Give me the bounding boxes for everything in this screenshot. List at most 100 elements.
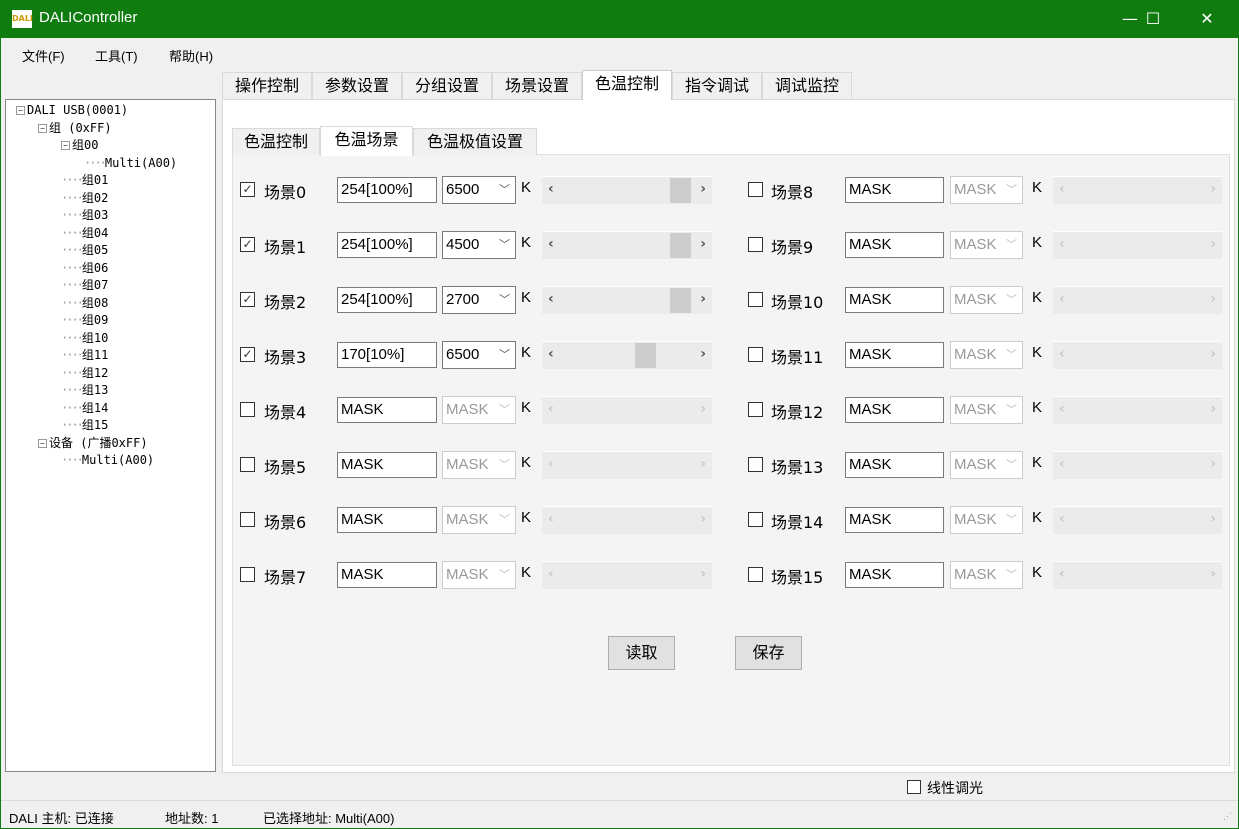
linear-dimming-checkbox[interactable] xyxy=(907,780,921,794)
device-tree[interactable]: − DALI USB(0001) − 组 (0xFF) − 组00 ····Multi(A0… xyxy=(5,99,216,772)
tree-node[interactable]: ····组08 xyxy=(61,296,108,311)
scene-level-input[interactable]: MASK xyxy=(337,562,437,588)
scene-checkbox[interactable]: ✓ xyxy=(240,237,255,252)
scene-checkbox[interactable] xyxy=(748,402,763,417)
tab-5[interactable]: 指令调试 xyxy=(672,72,762,99)
scene-level-input[interactable]: MASK xyxy=(845,342,944,368)
menu-file[interactable]: 文件(F) xyxy=(22,49,65,64)
inner-tab-0[interactable]: 色温控制 xyxy=(232,128,320,155)
tree-node[interactable]: ····组10 xyxy=(61,331,108,346)
minimize-button[interactable]: — xyxy=(1122,9,1138,28)
scene-level-input[interactable]: MASK xyxy=(845,452,944,478)
scene-checkbox[interactable] xyxy=(240,512,255,527)
tree-node[interactable]: ····组01 xyxy=(61,173,108,188)
menu-help[interactable]: 帮助(H) xyxy=(169,49,214,64)
chevron-left-icon[interactable]: ‹ xyxy=(548,346,554,362)
tab-4[interactable]: 色温控制 xyxy=(582,70,672,100)
scene-checkbox[interactable] xyxy=(240,567,255,582)
tab-2[interactable]: 分组设置 xyxy=(402,72,492,99)
maximize-button[interactable]: ☐ xyxy=(1145,9,1161,28)
scene-checkbox[interactable] xyxy=(748,237,763,252)
read-button[interactable]: 读取 xyxy=(608,636,675,670)
tab-1[interactable]: 参数设置 xyxy=(312,72,402,99)
tree-node[interactable]: − 组00 xyxy=(61,138,98,153)
tree-node[interactable]: − 组 (0xFF) xyxy=(38,121,112,136)
slider-thumb[interactable] xyxy=(670,178,691,203)
tree-node[interactable]: ····组05 xyxy=(61,243,108,258)
scene-cct-select[interactable]: 6500 ﹀ xyxy=(442,176,516,204)
tree-node[interactable]: ····组07 xyxy=(61,278,108,293)
tree-node[interactable]: ····Multi(A00) xyxy=(61,453,154,468)
scene-checkbox[interactable] xyxy=(748,182,763,197)
scene-slider[interactable]: ‹ › xyxy=(542,341,712,369)
scene-level-input[interactable]: MASK xyxy=(845,287,944,313)
close-button[interactable]: ✕ xyxy=(1200,9,1214,28)
inner-tab-2[interactable]: 色温极值设置 xyxy=(413,128,537,155)
tree-node[interactable]: − 设备 (广播0xFF) xyxy=(38,436,148,451)
inner-tab-1[interactable]: 色温场景 xyxy=(320,126,413,156)
slider-thumb[interactable] xyxy=(670,233,691,258)
scene-level-input[interactable]: 254[100%] xyxy=(337,232,437,258)
scene-level-input[interactable]: MASK xyxy=(337,507,437,533)
scene-slider[interactable]: ‹ › xyxy=(542,286,712,314)
tree-node[interactable]: ····组03 xyxy=(61,208,108,223)
chevron-right-icon[interactable]: › xyxy=(700,291,706,307)
tree-node[interactable]: ····组02 xyxy=(61,191,108,206)
chevron-right-icon[interactable]: › xyxy=(700,346,706,362)
tree-node[interactable]: ····组04 xyxy=(61,226,108,241)
slider-thumb[interactable] xyxy=(634,343,656,368)
scene-cct-select[interactable]: 2700 ﹀ xyxy=(442,286,516,314)
scene-level-input[interactable]: 254[100%] xyxy=(337,287,437,313)
scene-level-input[interactable]: MASK xyxy=(845,562,944,588)
scene-cct-select[interactable]: 4500 ﹀ xyxy=(442,231,516,259)
scene-checkbox[interactable] xyxy=(240,457,255,472)
scene-checkbox[interactable] xyxy=(748,567,763,582)
scene-slider[interactable]: ‹ › xyxy=(542,231,712,259)
scene-level-input[interactable]: 170[10%] xyxy=(337,342,437,368)
scene-checkbox[interactable] xyxy=(748,512,763,527)
scene-checkbox[interactable]: ✓ xyxy=(240,182,255,197)
tree-node[interactable]: − DALI USB(0001) xyxy=(16,103,128,118)
tab-6[interactable]: 调试监控 xyxy=(762,72,852,99)
tab-0[interactable]: 操作控制 xyxy=(222,72,312,99)
tab-3[interactable]: 场景设置 xyxy=(492,72,582,99)
scene-level-input[interactable]: MASK xyxy=(337,452,437,478)
scene-checkbox[interactable] xyxy=(748,347,763,362)
chevron-right-icon[interactable]: › xyxy=(700,181,706,197)
resize-grip-icon[interactable]: ⋰ xyxy=(1223,811,1232,821)
collapse-icon[interactable]: − xyxy=(16,106,25,115)
scene-level-input[interactable]: MASK xyxy=(845,507,944,533)
tree-node-label: DALI USB(0001) xyxy=(27,103,129,117)
collapse-icon[interactable]: − xyxy=(38,438,47,448)
chevron-left-icon[interactable]: ‹ xyxy=(548,236,554,252)
scene-level-input[interactable]: MASK xyxy=(845,397,944,423)
collapse-icon[interactable]: − xyxy=(38,123,47,133)
tree-node[interactable]: ····组15 xyxy=(61,418,108,433)
save-button[interactable]: 保存 xyxy=(735,636,802,670)
collapse-icon[interactable]: − xyxy=(61,141,70,150)
scene-cct-select[interactable]: 6500 ﹀ xyxy=(442,341,516,369)
tree-node[interactable]: ····组09 xyxy=(61,313,108,328)
menu-tools[interactable]: 工具(T) xyxy=(95,49,138,64)
scene-checkbox[interactable] xyxy=(240,402,255,417)
chevron-left-icon[interactable]: ‹ xyxy=(548,291,554,307)
scene-checkbox[interactable] xyxy=(748,292,763,307)
chevron-left-icon[interactable]: ‹ xyxy=(548,181,554,197)
tree-node[interactable]: ····组14 xyxy=(61,401,108,416)
tree-node[interactable]: ····Multi(A00) xyxy=(84,156,177,171)
scene-level-input[interactable]: MASK xyxy=(337,397,437,423)
scene-cct-select: MASK ﹀ xyxy=(442,396,516,424)
scene-checkbox[interactable]: ✓ xyxy=(240,347,255,362)
tree-node[interactable]: ····组06 xyxy=(61,261,108,276)
scene-checkbox[interactable]: ✓ xyxy=(240,292,255,307)
scene-level-input[interactable]: MASK xyxy=(845,177,944,203)
tree-node[interactable]: ····组11 xyxy=(61,348,108,363)
scene-level-input[interactable]: 254[100%] xyxy=(337,177,437,203)
tree-node[interactable]: ····组12 xyxy=(61,366,108,381)
scene-slider[interactable]: ‹ › xyxy=(542,176,712,204)
scene-checkbox[interactable] xyxy=(748,457,763,472)
chevron-right-icon[interactable]: › xyxy=(700,236,706,252)
slider-thumb[interactable] xyxy=(670,288,691,313)
tree-node[interactable]: ····组13 xyxy=(61,383,108,398)
scene-level-input[interactable]: MASK xyxy=(845,232,944,258)
